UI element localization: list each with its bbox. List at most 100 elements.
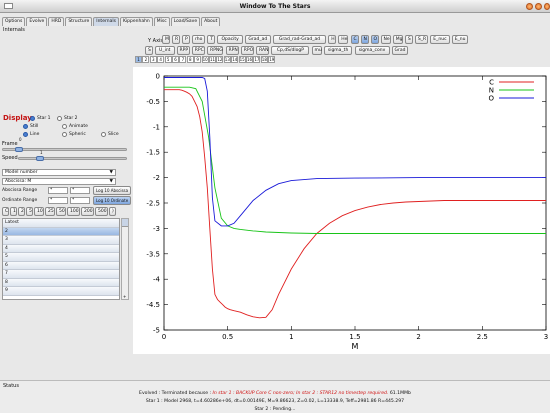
y-button-rpc[interactable]: RPC bbox=[191, 46, 206, 55]
y-button-ran[interactable]: RAN bbox=[256, 46, 270, 55]
number-button-14[interactable]: 14 bbox=[231, 56, 239, 63]
number-button-13[interactable]: 13 bbox=[223, 56, 231, 63]
y-button-o[interactable]: O bbox=[370, 35, 379, 44]
y-button-rho[interactable]: rho bbox=[192, 35, 206, 44]
model-list-scrollbar[interactable]: + bbox=[121, 218, 129, 300]
number-button-3[interactable]: 3 bbox=[149, 56, 157, 63]
list-item[interactable]: 5 bbox=[3, 253, 119, 262]
abscissa-max-field[interactable]: * bbox=[70, 187, 90, 194]
y-button-e-nu[interactable]: E_nu bbox=[451, 35, 469, 44]
log10-abscissa-button[interactable]: Log 10 Abscissa bbox=[93, 186, 131, 195]
abscissa-min-field[interactable]: * bbox=[48, 187, 68, 194]
frame-slider-knob[interactable] bbox=[15, 147, 23, 152]
y-button-cp-ds-dlogp[interactable]: Cp,dS/dlogP bbox=[271, 46, 310, 55]
radio-slice[interactable]: Slice bbox=[101, 132, 119, 137]
number-button-4[interactable]: 4 bbox=[157, 56, 165, 63]
number-button-9[interactable]: 9 bbox=[194, 56, 202, 63]
quick-button-200[interactable]: 200 bbox=[81, 207, 94, 216]
y-button-n[interactable]: N bbox=[360, 35, 369, 44]
y-button-s[interactable]: S bbox=[145, 46, 153, 55]
ordinate-max-field[interactable]: * bbox=[70, 197, 90, 204]
number-button-12[interactable]: 12 bbox=[216, 56, 224, 63]
y-button-p[interactable]: P bbox=[182, 35, 190, 44]
radio-spheric[interactable]: Spheric bbox=[62, 132, 86, 137]
radio-star1[interactable]: Star 1 bbox=[30, 116, 51, 121]
list-item[interactable]: Latest bbox=[3, 219, 119, 228]
list-item[interactable]: 9 bbox=[3, 287, 119, 296]
number-button-17[interactable]: 17 bbox=[253, 56, 261, 63]
number-button-15[interactable]: 15 bbox=[238, 56, 246, 63]
frame-slider[interactable] bbox=[2, 148, 127, 151]
plus-icon[interactable]: + bbox=[123, 294, 127, 299]
y-button-grad[interactable]: Grad bbox=[391, 46, 408, 55]
y-button-sigma-th[interactable]: sigma_th bbox=[323, 46, 353, 55]
tab-options[interactable]: Options bbox=[2, 17, 26, 26]
number-button-7[interactable]: 7 bbox=[179, 56, 187, 63]
number-button-1[interactable]: 1 bbox=[135, 56, 142, 63]
system-menu-icon[interactable] bbox=[4, 3, 13, 9]
tab-misc[interactable]: Misc bbox=[153, 17, 170, 26]
list-item[interactable]: 8 bbox=[3, 278, 119, 287]
y-button-e-nuc[interactable]: E_nuc bbox=[430, 35, 450, 44]
y-button-opacity[interactable]: Opacity bbox=[217, 35, 243, 44]
quick-button-500[interactable]: 500 bbox=[95, 207, 108, 216]
minimize-icon[interactable] bbox=[526, 3, 533, 10]
tab-evolve[interactable]: Evolve bbox=[26, 17, 48, 26]
list-item[interactable]: 2 bbox=[3, 227, 119, 236]
radio-animate[interactable]: Animate bbox=[62, 124, 88, 129]
number-button-18[interactable]: 18 bbox=[260, 56, 268, 63]
number-button-5[interactable]: 5 bbox=[164, 56, 172, 63]
radio-star2[interactable]: Star 2 bbox=[57, 116, 78, 121]
tab-internals[interactable]: Internals bbox=[93, 17, 119, 26]
quick-button-c[interactable]: C bbox=[2, 207, 9, 216]
number-button-16[interactable]: 16 bbox=[246, 56, 253, 63]
maximize-icon[interactable] bbox=[535, 3, 542, 10]
speed-slider-knob[interactable] bbox=[36, 156, 44, 161]
quick-button-10[interactable]: 10 bbox=[34, 207, 44, 216]
y-button-c[interactable]: C bbox=[350, 35, 359, 44]
list-item[interactable]: 3 bbox=[3, 236, 119, 245]
tab-load-save[interactable]: Load/Save bbox=[170, 17, 201, 26]
y-button-rpo[interactable]: RPO bbox=[240, 46, 255, 55]
y-button-rpp[interactable]: RPP bbox=[176, 46, 190, 55]
y-button-m[interactable]: M bbox=[162, 35, 170, 44]
abscissa-select[interactable]: Abscissa: M ▼ bbox=[2, 178, 116, 185]
ordinate-min-field[interactable]: * bbox=[48, 197, 68, 204]
model-list[interactable]: Latest 2 3 4 5 6 7 8 9 bbox=[2, 218, 120, 300]
quick-button-1[interactable]: 1 bbox=[10, 207, 17, 216]
number-button-10[interactable]: 10 bbox=[201, 56, 209, 63]
number-button-19[interactable]: 19 bbox=[268, 56, 276, 63]
y-button-h[interactable]: H bbox=[328, 35, 337, 44]
y-button-mg[interactable]: Mg bbox=[392, 35, 403, 44]
speed-slider[interactable] bbox=[18, 157, 127, 160]
y-button-he[interactable]: He bbox=[338, 35, 349, 44]
quick-button-100[interactable]: 100 bbox=[67, 207, 80, 216]
number-button-11[interactable]: 11 bbox=[209, 56, 216, 63]
y-button-t[interactable]: T bbox=[207, 35, 216, 44]
tab-kippenhahn[interactable]: Kippenhahn bbox=[119, 17, 153, 26]
log10-ordinate-button[interactable]: Log 10 Ordinate bbox=[93, 196, 131, 205]
quick-button-next[interactable]: ) bbox=[109, 207, 116, 216]
y-button-grad-ad[interactable]: Grad_ad bbox=[245, 35, 271, 44]
close-icon[interactable] bbox=[544, 3, 550, 10]
model-number-select[interactable]: Model number ▼ bbox=[2, 169, 116, 176]
y-button-s[interactable]: S bbox=[404, 35, 413, 44]
y-button-ne[interactable]: Ne bbox=[380, 35, 391, 44]
y-button-u-int[interactable]: U_int bbox=[155, 46, 175, 55]
y-button-rpng[interactable]: RPNG bbox=[207, 46, 224, 55]
y-button-sigma-conv[interactable]: sigma_conv bbox=[354, 46, 390, 55]
list-item[interactable]: 4 bbox=[3, 244, 119, 253]
y-button-mu[interactable]: mu bbox=[311, 46, 322, 55]
scroll-thumb[interactable] bbox=[122, 219, 128, 227]
number-button-8[interactable]: 8 bbox=[186, 56, 194, 63]
y-button-r[interactable]: R bbox=[172, 35, 180, 44]
tab-structure[interactable]: Structure bbox=[65, 17, 93, 26]
tab-about[interactable]: About bbox=[201, 17, 221, 26]
y-button-rpn[interactable]: RPN bbox=[225, 46, 239, 55]
quick-button-5[interactable]: 5 bbox=[26, 207, 33, 216]
quick-button-25[interactable]: 25 bbox=[45, 207, 55, 216]
number-button-2[interactable]: 2 bbox=[142, 56, 150, 63]
quick-button-50[interactable]: 50 bbox=[56, 207, 66, 216]
radio-still[interactable]: Still bbox=[23, 124, 38, 129]
list-item[interactable]: 7 bbox=[3, 270, 119, 279]
